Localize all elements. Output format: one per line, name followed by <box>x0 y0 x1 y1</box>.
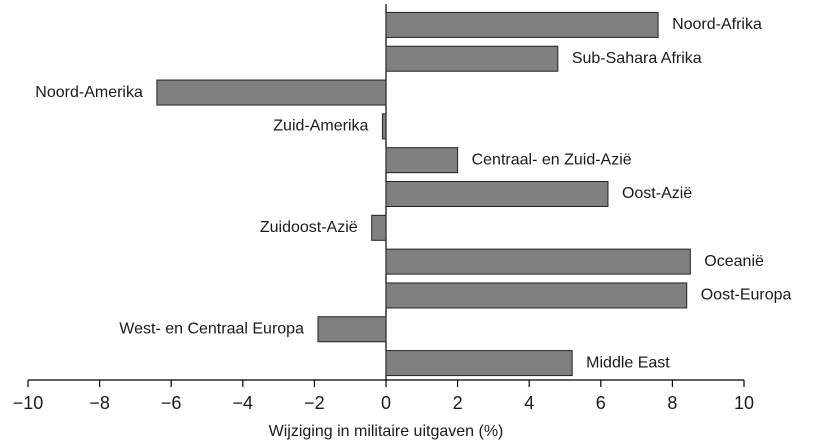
x-axis-label: Wijziging in militaire uitgaven (%) <box>269 423 504 440</box>
category-label: Sub-Sahara Afrika <box>572 50 702 67</box>
category-label: Middle East <box>586 354 670 371</box>
category-label: Zuid-Amerika <box>273 118 368 135</box>
bar <box>371 214 387 241</box>
x-tick-label: 2 <box>453 393 463 413</box>
category-label: Oost-Europa <box>701 287 792 304</box>
bar <box>385 11 659 38</box>
bar <box>381 113 387 140</box>
x-tick-label: −10 <box>13 393 44 413</box>
x-tick-label: −2 <box>304 393 325 413</box>
x-tick-label: 10 <box>734 393 754 413</box>
bar <box>385 147 459 174</box>
x-tick-label: −4 <box>233 393 254 413</box>
bar <box>385 248 691 275</box>
category-label: Centraal- en Zuid-Azië <box>472 151 632 168</box>
category-label: Zuidoost-Azië <box>260 219 358 236</box>
category-label: Oceanië <box>704 253 764 270</box>
x-tick-label: 0 <box>381 393 391 413</box>
x-tick-label: −8 <box>89 393 110 413</box>
category-label: Noord-Afrika <box>672 16 762 33</box>
x-tick-label: −6 <box>161 393 182 413</box>
x-tick-label: 6 <box>596 393 606 413</box>
bar <box>317 316 387 343</box>
bar <box>385 282 688 309</box>
category-label: West- en Centraal Europa <box>119 320 304 337</box>
x-tick-label: 8 <box>667 393 677 413</box>
bar <box>385 181 609 207</box>
bar <box>385 45 559 72</box>
category-label: Noord-Amerika <box>35 84 143 101</box>
bar <box>385 350 573 377</box>
x-tick-label: 4 <box>524 393 534 413</box>
bar <box>156 79 387 106</box>
category-label: Oost-Azië <box>622 185 692 202</box>
